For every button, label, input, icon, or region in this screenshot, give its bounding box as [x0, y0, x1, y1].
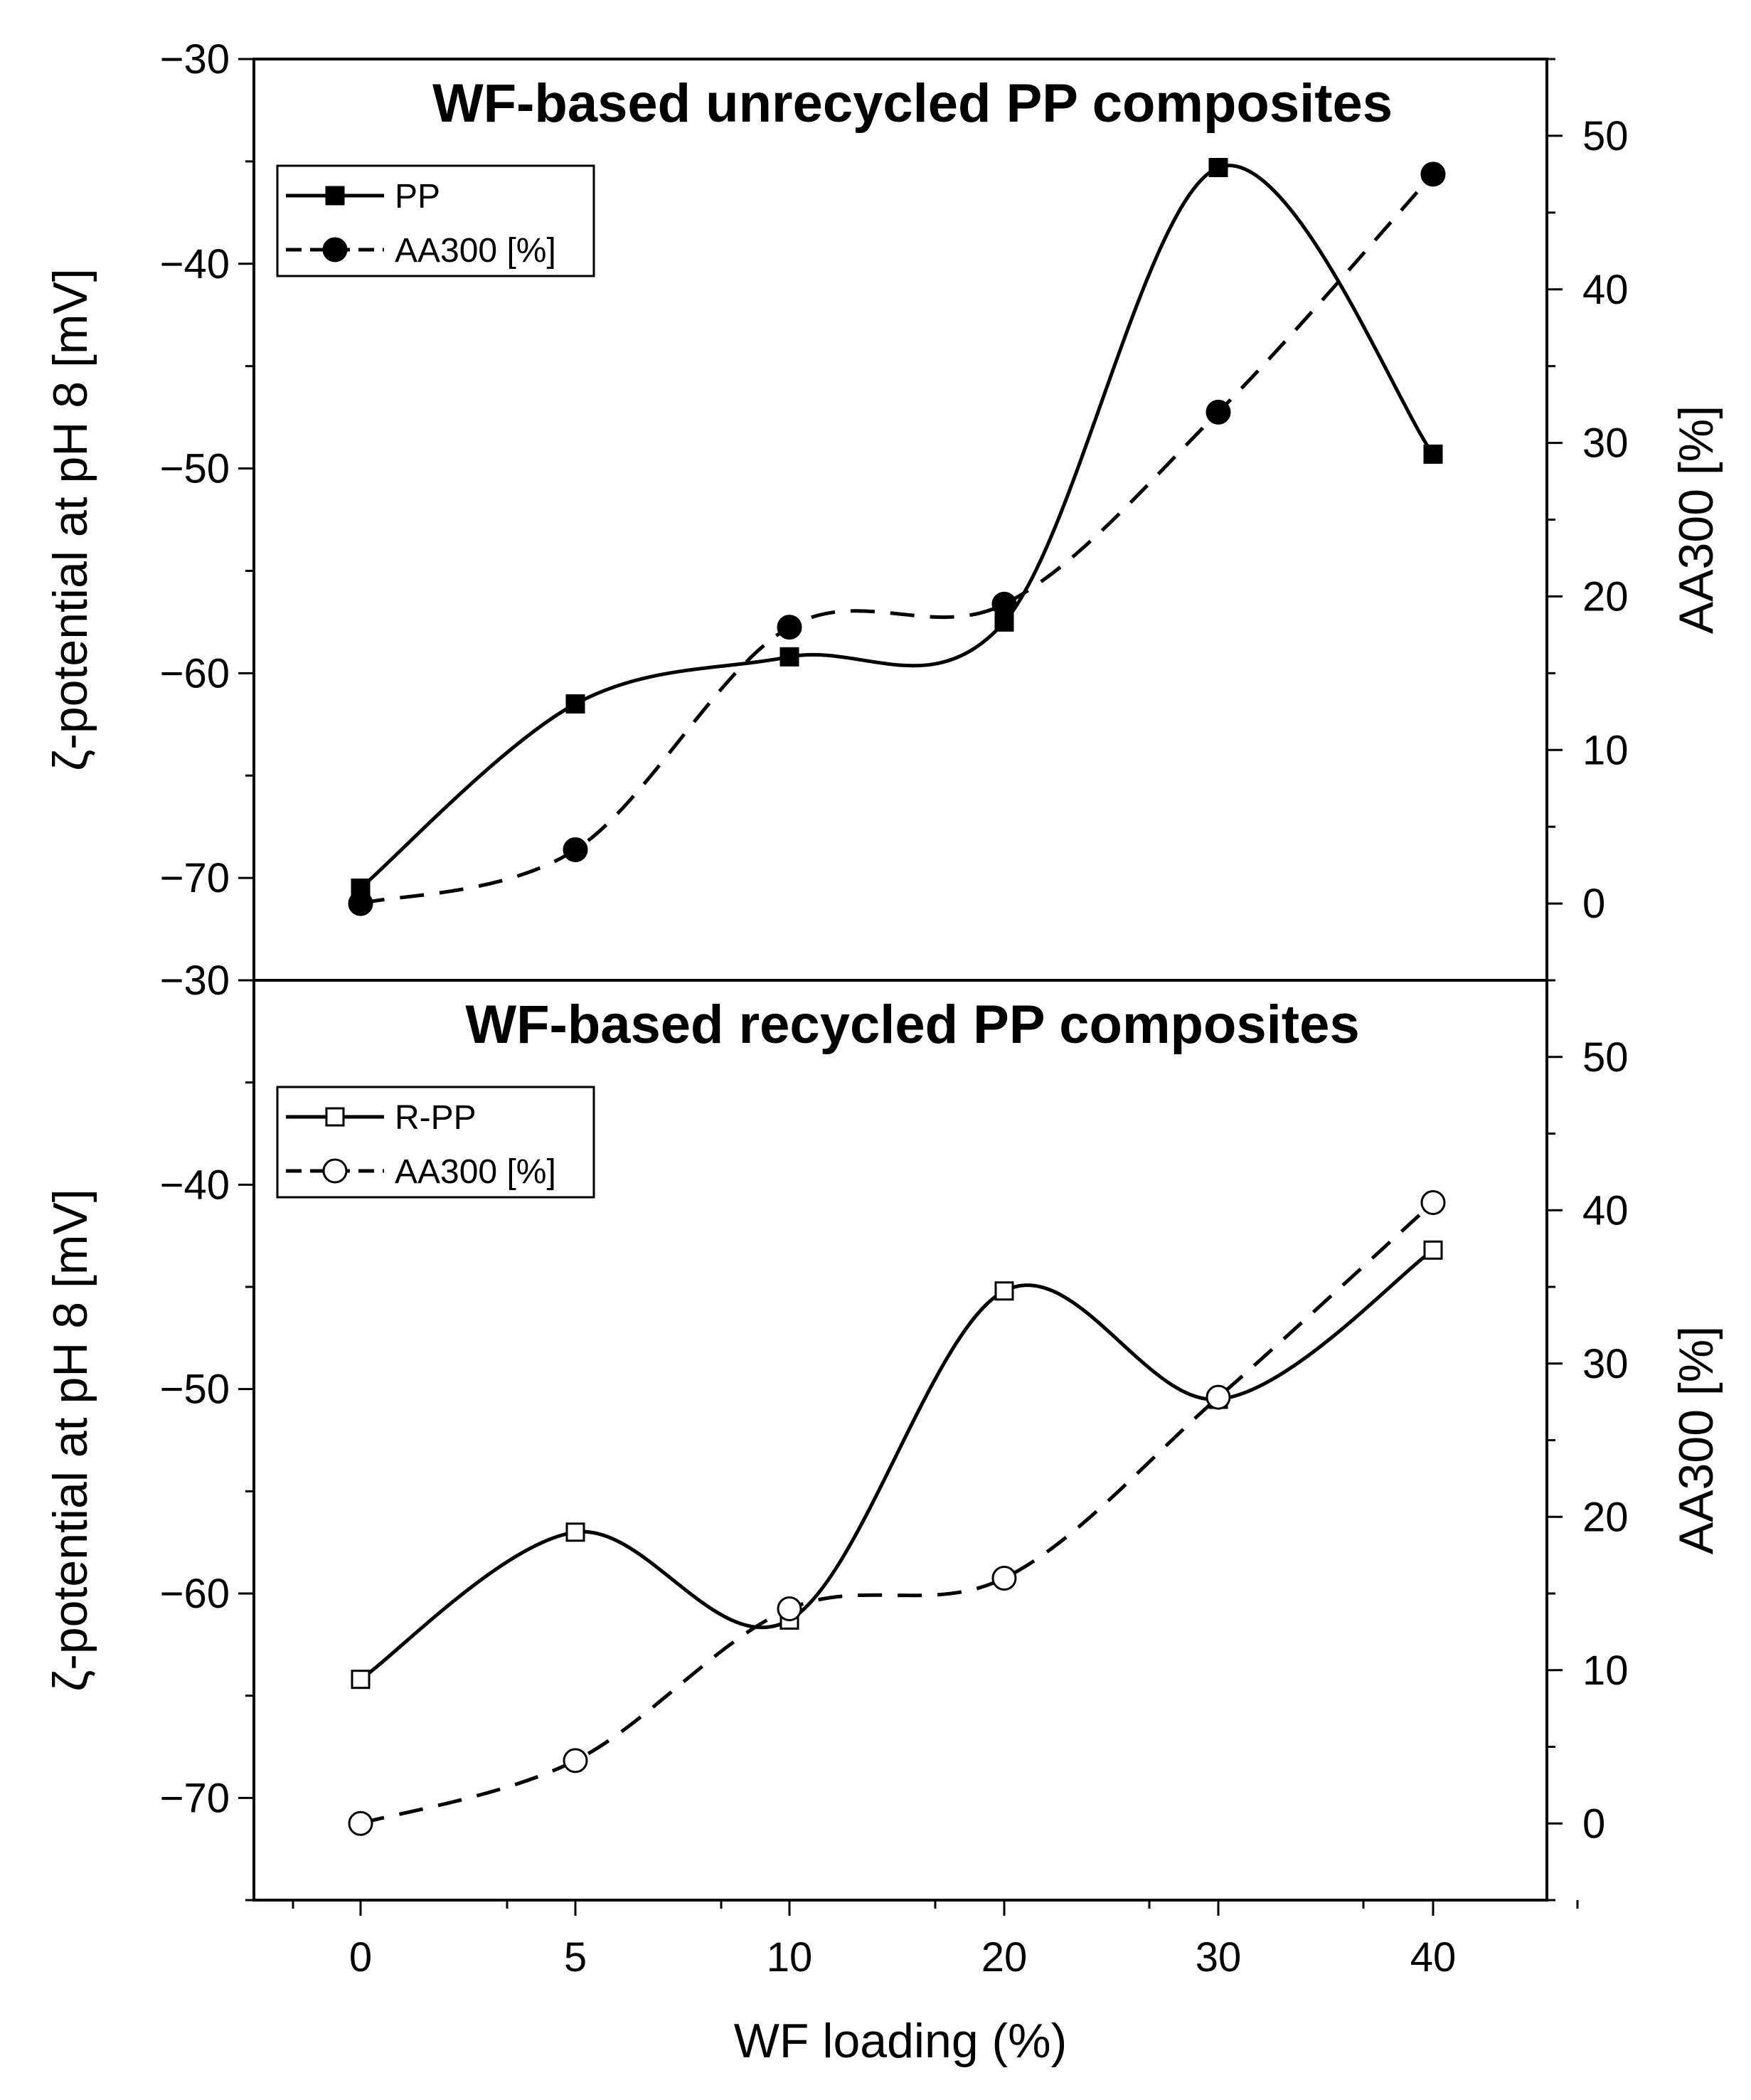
legend-label: R-PP — [395, 1099, 477, 1137]
series-line-1 — [359, 1248, 1435, 1681]
panel-2: −70 −60 −50 −40 0 10 20 30 40 50 ζ-potential at pH… — [43, 979, 1723, 1902]
right-tick-label: 40 — [1582, 1187, 1629, 1234]
x-tick-label: 10 — [767, 1934, 813, 1980]
left-tick-label: −50 — [160, 446, 230, 492]
series-line-2 — [360, 173, 1435, 906]
data-point-2-20 — [991, 591, 1017, 617]
left-tick-label-bottom: −30 — [160, 958, 230, 1004]
data-point-2-20 — [991, 1565, 1017, 1591]
right-axis-title: AA300 [%] — [1669, 1326, 1723, 1554]
x-tick-label: 5 — [564, 1934, 587, 1980]
right-tick-label: 50 — [1582, 113, 1629, 159]
data-point-1-10 — [779, 647, 799, 667]
data-point-2-40 — [1420, 1189, 1446, 1215]
legend-label: PP — [395, 178, 440, 216]
series-line-2 — [360, 1201, 1435, 1825]
legend-marker — [325, 1107, 345, 1127]
right-tick-label: 0 — [1582, 881, 1605, 927]
data-point-1-40 — [1423, 444, 1443, 464]
x-tick-label: 20 — [981, 1934, 1028, 1980]
left-tick-label: −50 — [160, 1367, 230, 1413]
data-point-2-30 — [1206, 1384, 1231, 1410]
left-tick-label: −40 — [160, 1162, 230, 1208]
data-point-1-40 — [1423, 1240, 1443, 1260]
series-line-1 — [359, 164, 1435, 890]
right-tick-label: 30 — [1582, 420, 1629, 467]
data-point-2-5 — [563, 1748, 588, 1773]
right-axis-title: AA300 [%] — [1669, 405, 1723, 634]
data-point-1-5 — [565, 694, 585, 714]
data-point-2-40 — [1420, 161, 1446, 187]
right-tick-label: 20 — [1582, 573, 1629, 620]
legend-marker — [325, 186, 345, 206]
left-tick-label: −70 — [160, 1775, 230, 1821]
data-point-2-5 — [563, 837, 588, 863]
left-tick-label: −60 — [160, 650, 230, 696]
data-point-1-0 — [351, 1670, 371, 1690]
data-point-1-20 — [994, 1281, 1014, 1301]
data-point-1-5 — [565, 1522, 585, 1542]
left-tick-label: −70 — [160, 855, 230, 901]
x-axis-title: WF loading (%) — [734, 2014, 1068, 2068]
right-tick-label: 50 — [1582, 1034, 1629, 1081]
legend-marker — [322, 1158, 348, 1184]
right-tick-label: 20 — [1582, 1494, 1629, 1540]
x-tick-label: 40 — [1410, 1934, 1457, 1980]
left-axis-title: ζ-potential at pH 8 [mV] — [43, 1189, 97, 1692]
data-point-2-10 — [777, 1596, 802, 1622]
data-point-2-0 — [348, 1810, 373, 1836]
panel-title: WF-based recycled PP composites — [465, 995, 1359, 1055]
left-tick-label: −40 — [160, 241, 230, 287]
data-point-2-10 — [777, 615, 802, 640]
data-point-2-30 — [1206, 399, 1231, 425]
x-tick-label: 30 — [1196, 1934, 1242, 1980]
panel-title: WF-based unrecycled PP composites — [432, 73, 1393, 134]
right-tick-label: 0 — [1582, 1801, 1605, 1847]
panel-1: −70 −60 −50 −40 −30 −30 0 10 20 30 40 50 ζ-potential… — [43, 36, 1723, 1004]
legend-label: AA300 [%] — [395, 232, 556, 270]
right-tick-label: 30 — [1582, 1341, 1629, 1387]
left-tick-label: −30 — [160, 36, 230, 83]
data-point-2-0 — [348, 891, 373, 916]
left-axis-title: ζ-potential at pH 8 [mV] — [43, 268, 97, 771]
legend-marker — [322, 237, 348, 262]
x-tick-label: 0 — [349, 1934, 372, 1980]
data-point-1-30 — [1208, 158, 1228, 178]
legend-label: AA300 [%] — [395, 1153, 556, 1191]
right-tick-label: 10 — [1582, 727, 1629, 773]
right-tick-label: 40 — [1582, 267, 1629, 313]
left-tick-label: −60 — [160, 1571, 230, 1617]
right-tick-label: 10 — [1582, 1648, 1629, 1694]
